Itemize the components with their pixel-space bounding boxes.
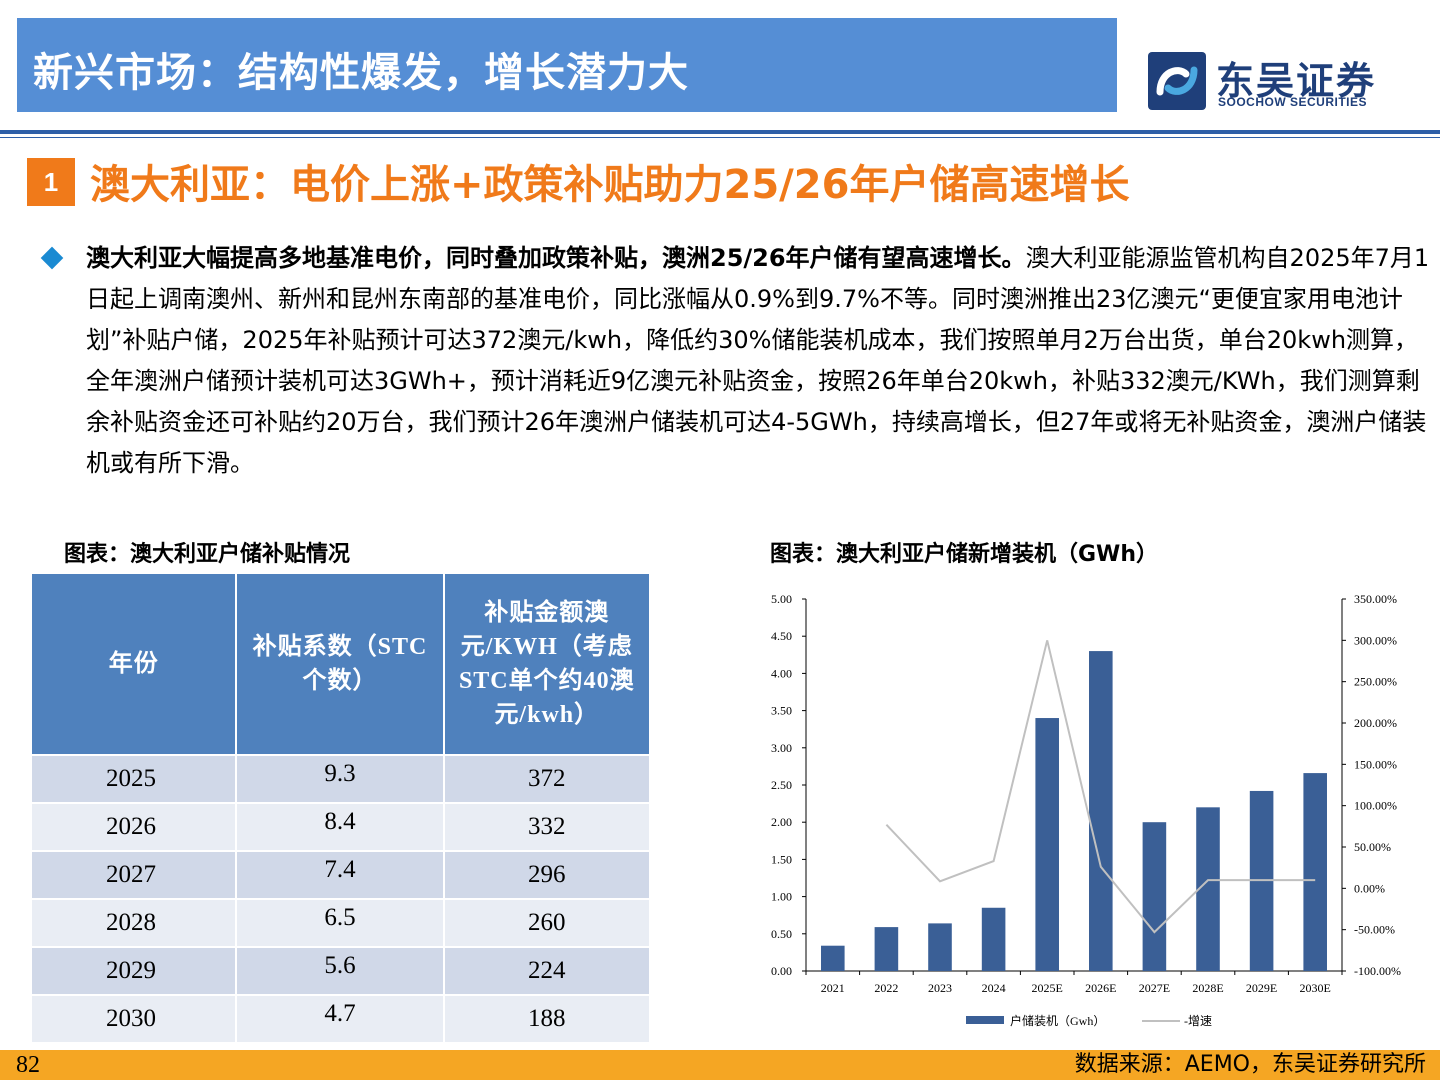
y-tick-label: 1.00	[771, 890, 792, 904]
table-cell: 5.6	[235, 946, 445, 996]
section-number-badge: 1	[27, 158, 75, 206]
paragraph-lead: 澳大利亚大幅提高多地基准电价，同时叠加政策补贴，澳洲25/26年户储有望高速增长…	[86, 244, 1026, 272]
table-row: 2030 4.7 188	[29, 994, 652, 1044]
x-tick-label: 2030E	[1300, 981, 1331, 995]
page-title: 新兴市场：结构性爆发，增长潜力大	[33, 50, 689, 96]
bar	[1303, 773, 1327, 971]
x-tick-label: 2023	[928, 981, 952, 995]
x-tick-label: 2021	[821, 981, 845, 995]
growth-line	[885, 640, 1316, 934]
table-cell: 296	[442, 850, 652, 900]
x-tick-label: 2024	[982, 981, 1006, 995]
header-divider-thin	[0, 137, 1440, 138]
table-cell: 2028	[29, 898, 238, 948]
page-number: 82	[16, 1052, 40, 1078]
table-cell: 332	[442, 802, 652, 852]
table-cell: 188	[442, 994, 652, 1044]
y2-tick-label: 0.00%	[1354, 881, 1385, 895]
y-tick-label: 4.00	[771, 666, 792, 680]
table-cell: 2026	[29, 802, 238, 852]
y2-tick-label: 300.00%	[1354, 633, 1397, 647]
diamond-bullet-icon	[40, 246, 64, 270]
bar	[1196, 807, 1220, 971]
chart-caption: 图表：澳大利亚户储新增装机（GWh）	[770, 542, 1158, 567]
table-header-stc: 补贴系数（STC个数）	[235, 572, 445, 756]
soochow-logo-mark	[1148, 52, 1206, 110]
x-tick-label: 2027E	[1139, 981, 1170, 995]
installation-chart-svg: 0.00 0.50 1.00 1.50 2.00 2.50 3.00 3.50 4.00 4.50…	[771, 592, 1401, 1028]
table-cell: 2029	[29, 946, 238, 996]
y-tick-label: 2.50	[771, 778, 792, 792]
table-caption: 图表：澳大利亚户储补贴情况	[64, 542, 351, 567]
y2-tick-label: 200.00%	[1354, 716, 1397, 730]
y-tick-label: 3.50	[771, 704, 792, 718]
x-tick-label: 2029E	[1246, 981, 1277, 995]
legend-swatch-bar	[966, 1016, 1004, 1024]
table-cell: 6.5	[235, 898, 445, 948]
legend-label-line: -增速	[1184, 1014, 1212, 1028]
bar	[821, 945, 845, 971]
y2-tick-label: 100.00%	[1354, 799, 1397, 813]
bar	[1035, 718, 1059, 971]
x-tick-label: 2025E	[1032, 981, 1063, 995]
section-title: 澳大利亚：电价上涨+政策补贴助力25/26年户储高速增长	[90, 162, 1130, 208]
table-header-year: 年份	[29, 572, 238, 756]
y2-tick-label: -50.00%	[1354, 923, 1395, 937]
footer-bar	[0, 1050, 1440, 1080]
x-tick-label: 2022	[874, 981, 898, 995]
x-tick-label: 2028E	[1192, 981, 1223, 995]
table-row: 2028 6.5 260	[29, 898, 652, 948]
y-tick-label: 0.00	[771, 964, 792, 978]
y-tick-label: 1.50	[771, 852, 792, 866]
subsidy-table: 年份 补贴系数（STC个数） 补贴金额澳元/KWH（考虑STC单个约40澳元/k…	[29, 572, 652, 1044]
soochow-logo: 东吴证券 SOOCHOW SECURITIES	[1148, 48, 1418, 118]
table-cell: 8.4	[235, 802, 445, 852]
installation-chart: 0.00 0.50 1.00 1.50 2.00 2.50 3.00 3.50 4.00 4.50…	[760, 585, 1440, 1035]
y2-tick-label: -100.00%	[1354, 964, 1401, 978]
y2-tick-label: 350.00%	[1354, 592, 1397, 606]
y-tick-label: 5.00	[771, 592, 792, 606]
logo-name-en: SOOCHOW SECURITIES	[1218, 95, 1368, 109]
table-row: 2029 5.6 224	[29, 946, 652, 996]
title-bar: 新兴市场：结构性爆发，增长潜力大	[17, 18, 1117, 112]
source-note: 数据来源：AEMO，东吴证券研究所	[1074, 1052, 1426, 1077]
y2-tick-label: 250.00%	[1354, 675, 1397, 689]
table-cell: 224	[442, 946, 652, 996]
body-paragraph: 澳大利亚大幅提高多地基准电价，同时叠加政策补贴，澳洲25/26年户储有望高速增长…	[86, 238, 1431, 484]
y-tick-label: 0.50	[771, 927, 792, 941]
table-cell: 372	[442, 754, 652, 804]
table-cell: 2027	[29, 850, 238, 900]
bar	[981, 907, 1006, 971]
table-cell: 2025	[29, 754, 238, 804]
y2-tick-label: 150.00%	[1354, 757, 1397, 771]
y-tick-label: 3.00	[771, 741, 792, 755]
table-row: 2026 8.4 332	[29, 802, 652, 852]
table-row: 2027 7.4 296	[29, 850, 652, 900]
table-row: 2025 9.3 372	[29, 754, 652, 804]
table-cell: 2030	[29, 994, 238, 1044]
bar	[1089, 651, 1113, 971]
table-cell: 260	[442, 898, 652, 948]
logo-name-cn: 东吴证券	[1216, 59, 1377, 103]
y-tick-label: 4.50	[771, 629, 792, 643]
bar	[1142, 822, 1167, 971]
bar	[928, 923, 952, 971]
header-divider	[0, 130, 1440, 134]
table-cell: 7.4	[235, 850, 445, 900]
bar	[874, 927, 899, 971]
table-cell: 4.7	[235, 994, 445, 1044]
table-header-amount: 补贴金额澳元/KWH（考虑STC单个约40澳元/kwh）	[442, 572, 652, 756]
table-cell: 9.3	[235, 754, 445, 804]
paragraph-body: 澳大利亚能源监管机构自2025年7月1日起上调南澳州、新州和昆州东南部的基准电价…	[86, 244, 1430, 477]
y-tick-label: 2.00	[771, 815, 792, 829]
x-tick-label: 2026E	[1085, 981, 1116, 995]
legend-label-bar: 户储装机（Gwh）	[1010, 1013, 1105, 1028]
y2-tick-label: 50.00%	[1354, 840, 1391, 854]
